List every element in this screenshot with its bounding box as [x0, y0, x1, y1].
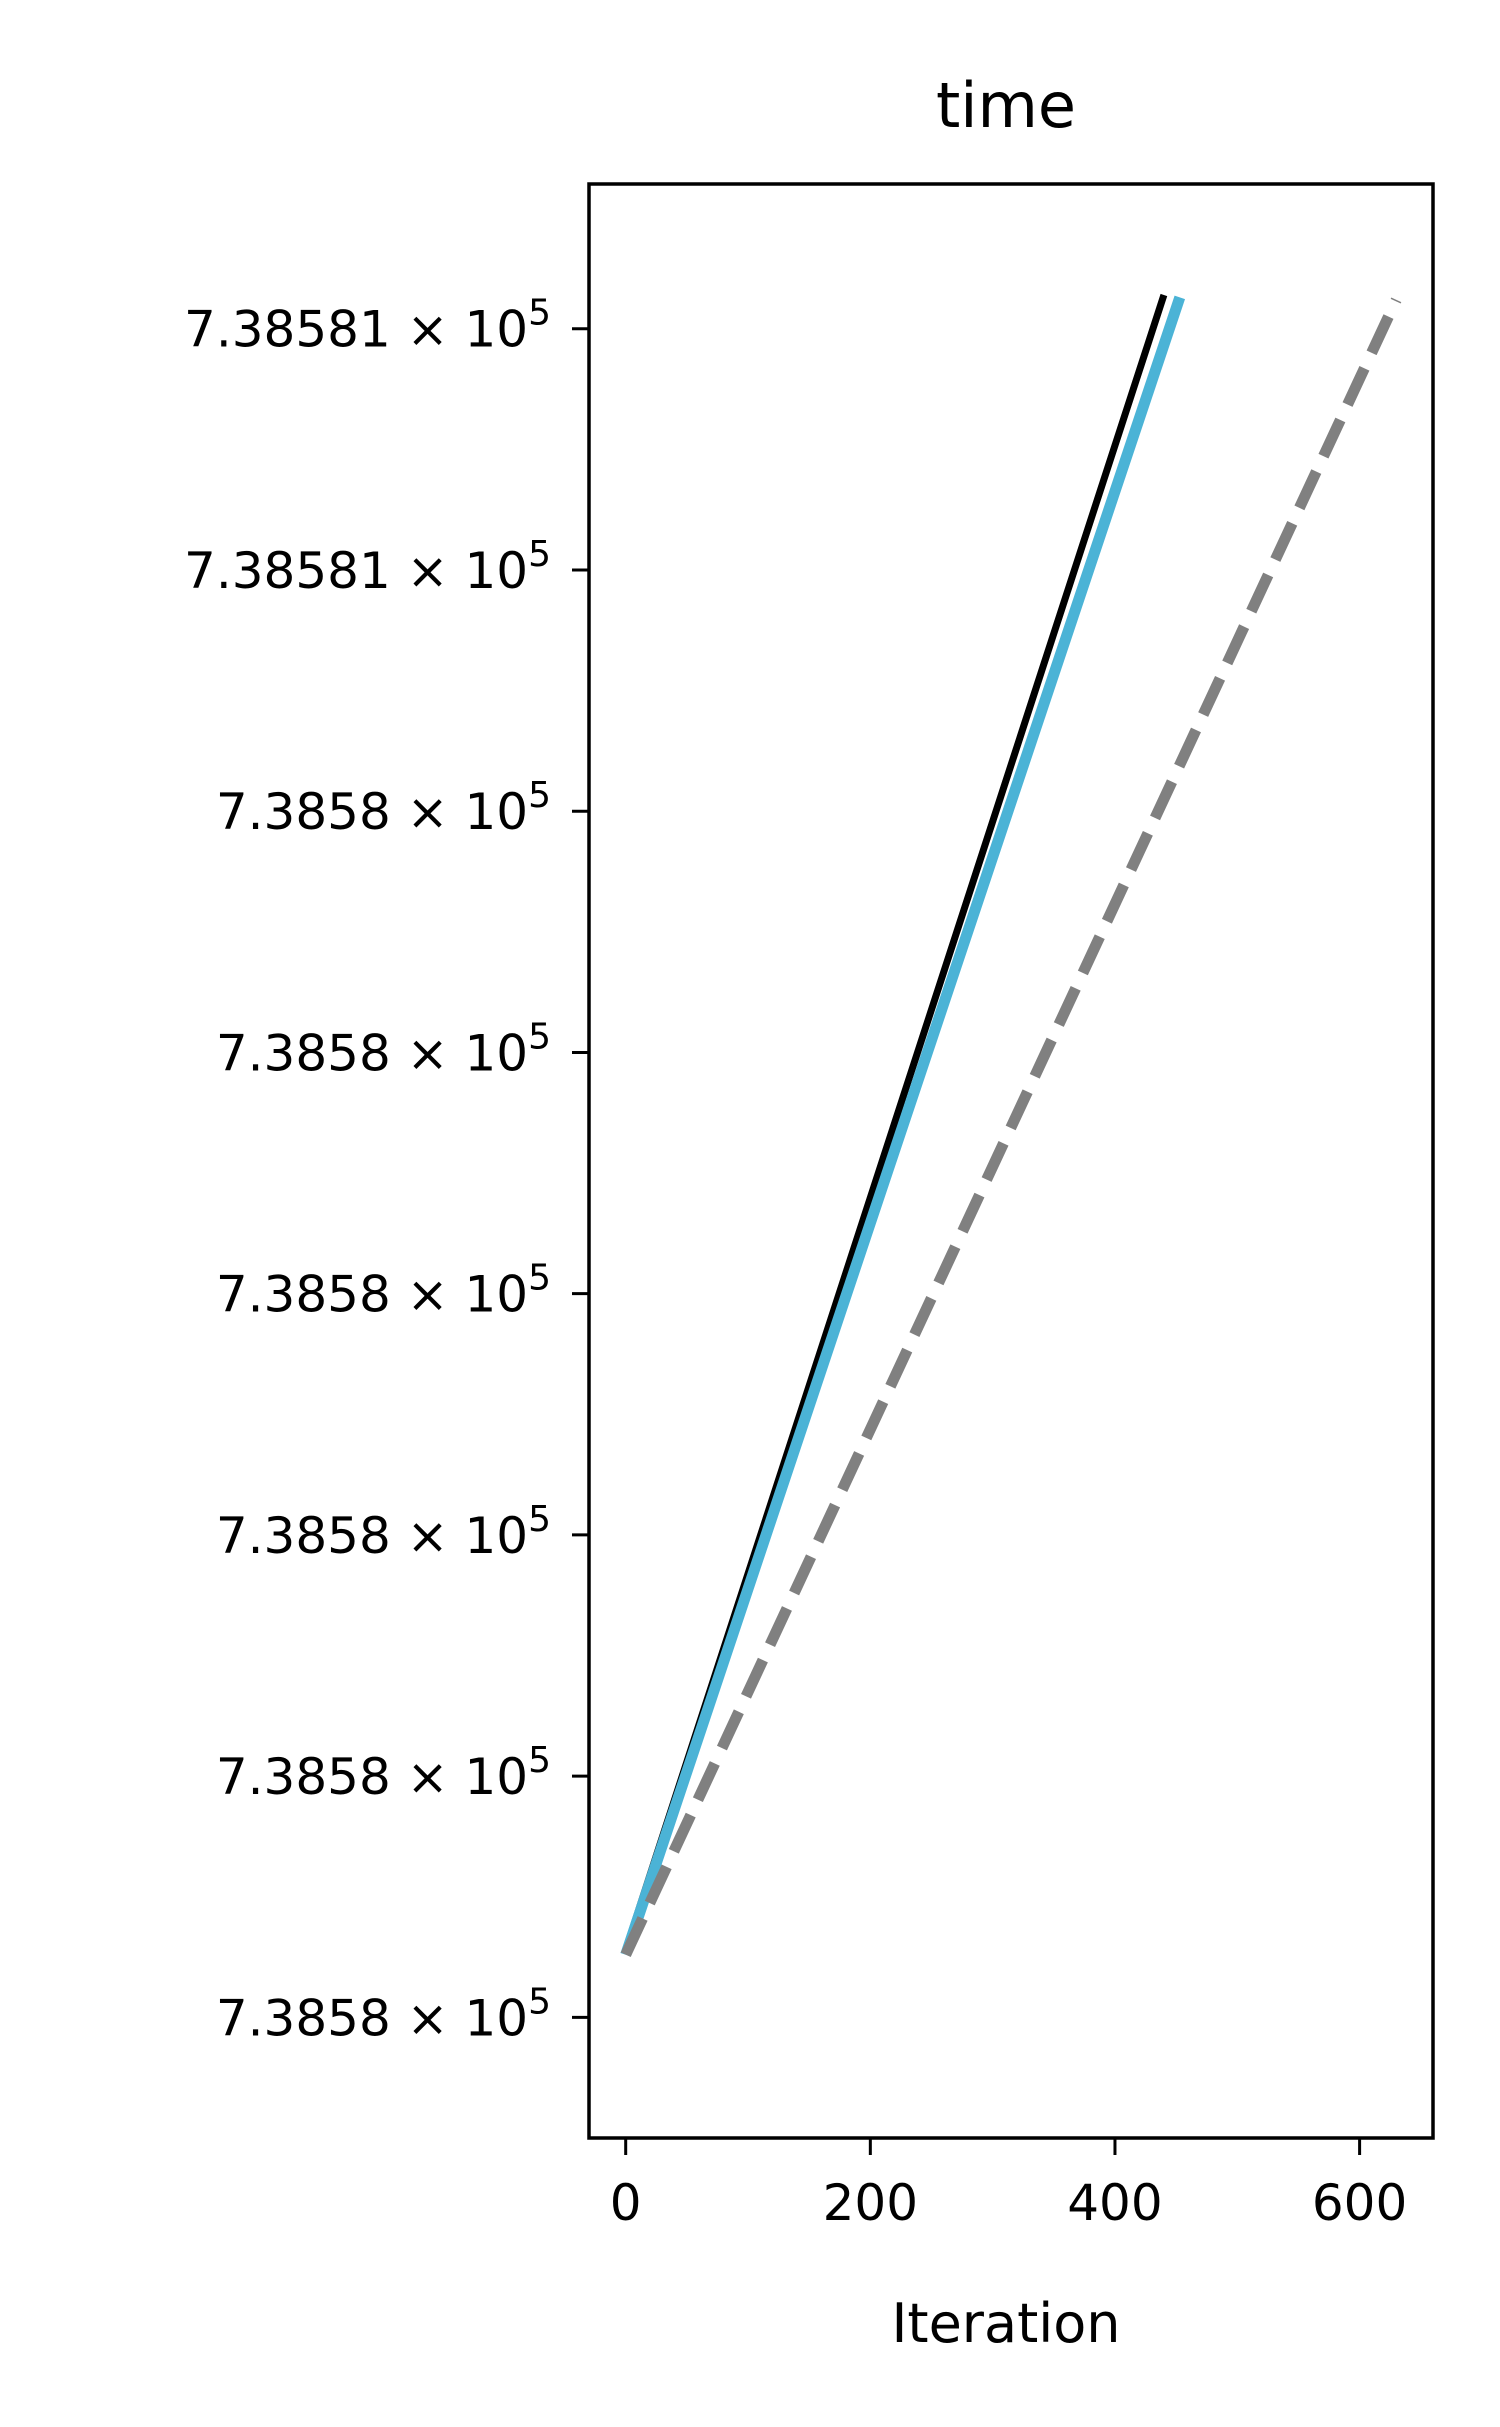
y-tick-label: 7.3858 × 105 — [216, 1016, 551, 1082]
y-tick-label: 7.38581 × 105 — [184, 293, 551, 359]
y-tick-label: 7.3858 × 105 — [216, 1258, 551, 1324]
x-tick-label: 200 — [823, 2174, 918, 2232]
x-tick-label: 400 — [1067, 2174, 1162, 2232]
x-axis: 0 200 400 600 — [610, 2138, 1407, 2232]
series-line-2 — [620, 295, 1186, 1957]
chart-title: time — [936, 69, 1076, 142]
axes-frame — [587, 182, 1435, 2140]
y-tick-label: 7.3858 × 105 — [216, 775, 551, 841]
y-tick-label: 7.3858 × 105 — [216, 1981, 551, 2047]
x-axis-label: Iteration — [891, 2292, 1120, 2355]
x-tick-label: 600 — [1312, 2174, 1407, 2232]
y-tick-label: 7.3858 × 105 — [216, 1499, 551, 1565]
plot-area — [620, 293, 1402, 1958]
y-axis: 7.3858 × 105 7.3858 × 105 7.3858 × 105 7.38… — [184, 293, 589, 2047]
x-tick-label: 0 — [610, 2174, 642, 2232]
series-line-3 — [620, 297, 1402, 1958]
y-tick-label: 7.3858 × 105 — [216, 1740, 551, 1806]
y-tick-label: 7.38581 × 105 — [184, 534, 551, 600]
